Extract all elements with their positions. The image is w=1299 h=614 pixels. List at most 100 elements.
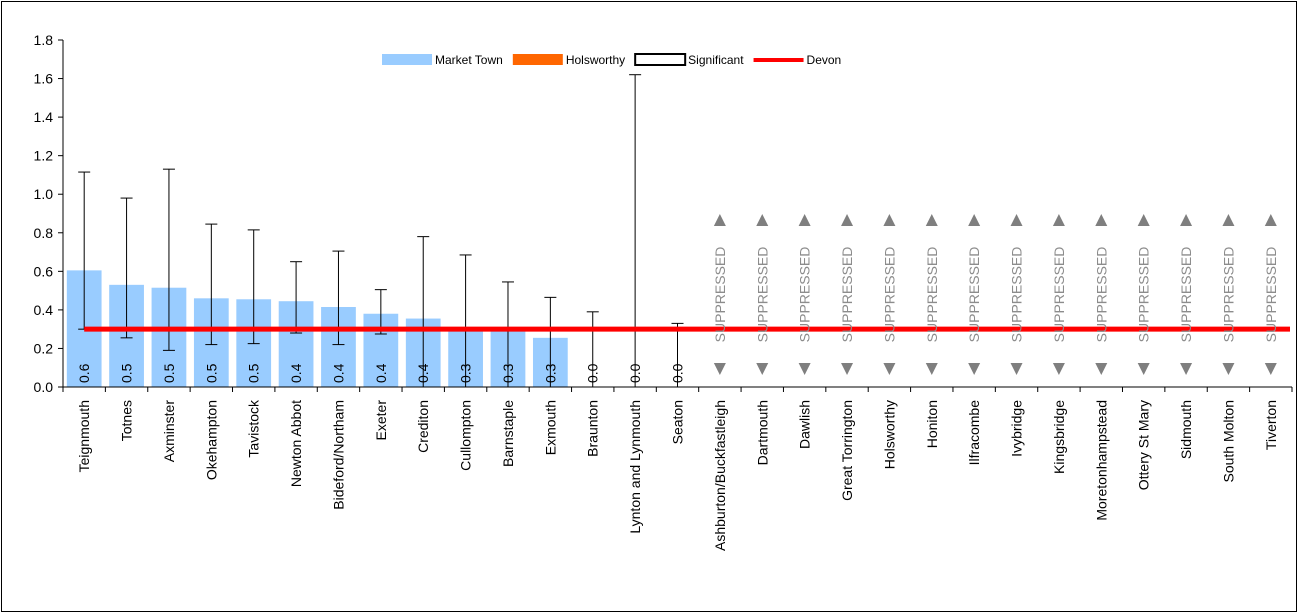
suppressed-arrow-down-icon-27 — [1222, 363, 1235, 375]
legend-swatch-0 — [382, 54, 432, 65]
suppressed-arrow-up-icon-25 — [1137, 214, 1150, 226]
y-tick-label-6: 1.2 — [34, 148, 54, 164]
suppressed-arrow-down-icon-16 — [756, 363, 769, 375]
category-label-5: Newton Abbot — [288, 400, 304, 487]
category-label-12: Braunton — [585, 400, 601, 457]
suppressed-arrow-up-icon-15 — [713, 214, 726, 226]
suppressed-marker-23: SUPPRESSED — [1051, 214, 1067, 375]
legend-item-2: Significant — [634, 53, 744, 67]
data-label-6: 0.4 — [330, 363, 346, 383]
category-label-18: Great Torrington — [839, 400, 855, 501]
y-tick-label-7: 1.4 — [34, 109, 54, 125]
data-label-4: 0.5 — [246, 363, 262, 383]
category-label-19: Holsworthy — [881, 400, 897, 469]
suppressed-label-23: SUPPRESSED — [1051, 247, 1067, 343]
category-labels-layer: Teignmouth Totnes Axminster Okehampton Tavis… — [76, 399, 1279, 551]
suppressed-label-21: SUPPRESSED — [966, 247, 982, 343]
suppressed-arrow-down-icon-15 — [713, 363, 726, 375]
category-label-20: Honiton — [924, 400, 940, 448]
axes-layer — [58, 39, 1293, 392]
category-label-9: Cullompton — [458, 400, 474, 471]
data-label-11: 0.3 — [542, 363, 558, 383]
suppressed-label-20: SUPPRESSED — [924, 247, 940, 343]
category-label-4: Tavistock — [246, 399, 262, 458]
data-labels-layer: 0.6 0.5 0.5 0.5 0.5 0.4 0.4 0.4 0.4 0.3 0.3 0.3 0.0 0… — [76, 363, 685, 383]
suppressed-label-16: SUPPRESSED — [754, 247, 770, 343]
suppressed-marker-28: SUPPRESSED — [1263, 214, 1279, 375]
category-label-10: Barnstaple — [500, 400, 516, 467]
suppressed-label-24: SUPPRESSED — [1093, 247, 1109, 343]
suppressed-arrow-up-icon-18 — [841, 214, 854, 226]
data-label-0: 0.6 — [76, 363, 92, 383]
category-label-27: South Molton — [1220, 400, 1236, 483]
suppressed-marker-25: SUPPRESSED — [1136, 214, 1152, 375]
suppressed-label-15: SUPPRESSED — [712, 247, 728, 343]
suppressed-marker-19: SUPPRESSED — [881, 214, 897, 375]
legend-label-2: Significant — [688, 53, 744, 67]
y-tick-label-3: 0.6 — [34, 263, 54, 279]
category-label-15: Ashburton/Buckfastleigh — [712, 400, 728, 551]
legend-swatch-1 — [512, 54, 563, 65]
legend-swatch-2 — [634, 53, 687, 66]
data-label-7: 0.4 — [373, 363, 389, 383]
suppressed-arrow-up-icon-19 — [883, 214, 896, 226]
legend-label-1: Holsworthy — [566, 53, 625, 67]
category-label-16: Dartmouth — [754, 400, 770, 465]
category-label-6: Bideford/Northam — [330, 400, 346, 510]
suppressed-arrow-down-icon-23 — [1052, 363, 1065, 375]
legend-item-1: Holsworthy — [512, 53, 625, 67]
suppressed-arrow-up-icon-24 — [1095, 214, 1108, 226]
category-label-2: Axminster — [161, 400, 177, 463]
suppressed-label-19: SUPPRESSED — [881, 247, 897, 343]
suppressed-arrow-down-icon-26 — [1180, 363, 1193, 375]
data-label-10: 0.3 — [500, 363, 516, 383]
suppressed-marker-24: SUPPRESSED — [1093, 214, 1109, 375]
suppressed-marker-22: SUPPRESSED — [1009, 214, 1025, 375]
y-tick-label-5: 1.0 — [34, 186, 54, 202]
legend-label-3: Devon — [807, 53, 842, 67]
suppressed-arrow-down-icon-18 — [841, 363, 854, 375]
category-label-23: Kingsbridge — [1051, 400, 1067, 474]
suppressed-arrow-down-icon-17 — [798, 363, 811, 375]
data-label-8: 0.4 — [415, 363, 431, 383]
suppressed-arrow-down-icon-22 — [1010, 363, 1023, 375]
suppressed-arrow-up-icon-27 — [1222, 214, 1235, 226]
suppressed-arrow-down-icon-25 — [1137, 363, 1150, 375]
suppressed-marker-18: SUPPRESSED — [839, 214, 855, 375]
suppressed-label-26: SUPPRESSED — [1178, 247, 1194, 343]
data-label-3: 0.5 — [203, 363, 219, 383]
suppressed-label-27: SUPPRESSED — [1220, 247, 1236, 343]
suppressed-marker-27: SUPPRESSED — [1220, 214, 1236, 375]
suppressed-arrow-up-icon-21 — [968, 214, 981, 226]
category-label-25: Ottery St Mary — [1136, 400, 1152, 490]
suppressed-arrow-down-icon-21 — [968, 363, 981, 375]
suppressed-marker-16: SUPPRESSED — [754, 214, 770, 375]
suppressed-arrow-down-icon-28 — [1264, 363, 1277, 375]
category-label-8: Crediton — [415, 400, 431, 453]
data-label-2: 0.5 — [161, 363, 177, 383]
category-label-11: Exmouth — [542, 400, 558, 455]
suppressed-label-25: SUPPRESSED — [1136, 247, 1152, 343]
suppressed-marker-20: SUPPRESSED — [924, 214, 940, 375]
category-label-28: Tiverton — [1263, 400, 1279, 450]
data-label-5: 0.4 — [288, 363, 304, 383]
y-tick-label-8: 1.6 — [34, 71, 54, 87]
suppressed-label-17: SUPPRESSED — [797, 247, 813, 343]
category-label-7: Exeter — [373, 400, 389, 441]
category-label-1: Totnes — [119, 400, 135, 441]
category-label-24: Moretonhampstead — [1093, 400, 1109, 521]
suppressed-label-18: SUPPRESSED — [839, 247, 855, 343]
legend-label-0: Market Town — [435, 53, 503, 67]
suppressed-arrow-down-icon-19 — [883, 363, 896, 375]
suppressed-arrow-up-icon-22 — [1010, 214, 1023, 226]
category-label-14: Seaton — [670, 400, 686, 444]
data-label-9: 0.3 — [458, 363, 474, 383]
legend-item-3: Devon — [753, 53, 842, 67]
y-tick-label-2: 0.4 — [34, 302, 54, 318]
category-label-3: Okehampton — [203, 400, 219, 480]
suppressed-arrow-down-icon-24 — [1095, 363, 1108, 375]
legend: Market Town Holsworthy Significant Devon — [382, 53, 841, 67]
category-label-13: Lynton and Lynmouth — [627, 400, 643, 534]
